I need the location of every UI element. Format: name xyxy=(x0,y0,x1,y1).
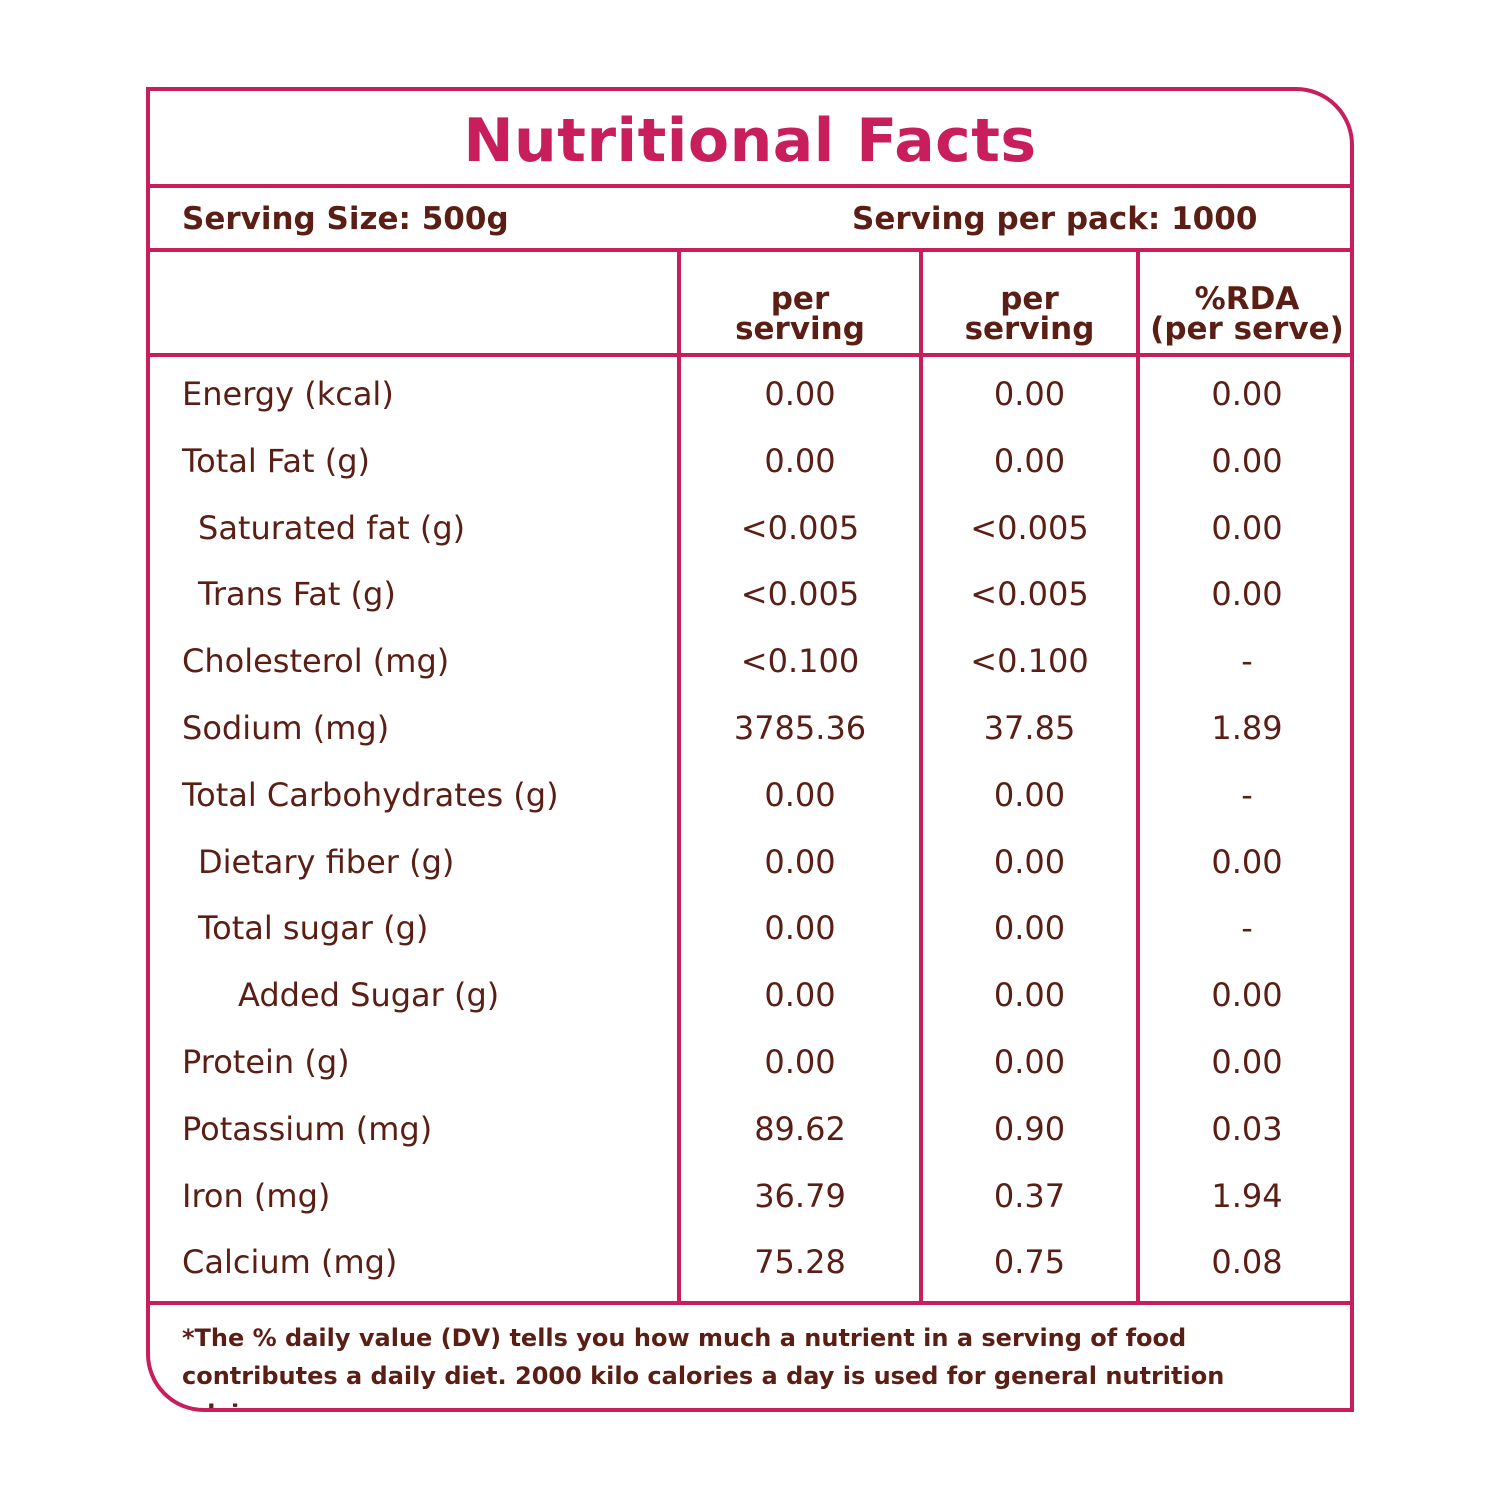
nutrient-value: 0.00 xyxy=(1211,976,1283,1015)
divider xyxy=(150,184,1350,188)
nutrient-value: 1.89 xyxy=(1211,709,1283,747)
nutrient-value: 75.28 xyxy=(754,1243,846,1282)
nutrient-value: 0.37 xyxy=(993,1176,1066,1215)
table-row: Energy (kcal) 0.00 0.00 0.00 xyxy=(150,361,1350,427)
page-title: Nutritional Facts xyxy=(463,106,1037,176)
table-row: Total Carbohydrates (g) 0.00 0.00 - xyxy=(150,762,1350,828)
column-divider xyxy=(919,252,923,1301)
nutrient-value: 0.00 xyxy=(764,976,836,1015)
nutrient-value: 0.00 xyxy=(1211,375,1283,413)
footnote: *The % daily value (DV) tells you how mu… xyxy=(182,1324,1225,1408)
nutrient-value: 0.00 xyxy=(993,441,1066,480)
column-header-per-serving: per serving xyxy=(681,274,919,354)
table-row: Protein (g) 0.00 0.00 0.00 xyxy=(150,1029,1350,1095)
nutrient-label: Protein (g) xyxy=(182,1043,350,1081)
nutrient-label: Dietary fiber (g) xyxy=(198,842,455,881)
nutrient-value: 0.00 xyxy=(764,775,836,814)
nutrient-label: Cholesterol (mg) xyxy=(182,642,450,681)
nutrient-value: <0.005 xyxy=(740,575,860,614)
table-row: Calcium (mg) 75.28 0.75 0.08 xyxy=(150,1229,1350,1295)
nutrient-value: 0.03 xyxy=(1211,1109,1283,1148)
nutrient-value: <0.100 xyxy=(740,642,860,681)
table-row: Total sugar (g) 0.00 0.00 - xyxy=(150,895,1350,961)
nutrient-value: 0.00 xyxy=(764,1043,836,1081)
nutrition-facts-panel: Nutritional Facts Serving Size: 500g Ser… xyxy=(146,87,1354,1412)
nutrient-value: 0.00 xyxy=(1211,441,1283,480)
nutrient-value: 0.00 xyxy=(764,909,836,948)
nutrient-value: 1.94 xyxy=(1211,1176,1283,1215)
nutrient-value: - xyxy=(1241,642,1253,681)
nutrient-label: Sodium (mg) xyxy=(182,709,390,747)
nutrient-value: - xyxy=(1241,909,1253,948)
nutrient-value: <0.005 xyxy=(970,575,1089,614)
nutrient-value: 0.00 xyxy=(1211,1043,1283,1081)
nutrient-value: - xyxy=(1241,775,1253,814)
nutrient-label: Iron (mg) xyxy=(182,1176,331,1215)
divider xyxy=(150,248,1350,252)
nutrient-value: 0.00 xyxy=(993,1043,1066,1081)
column-header-per-serving-2: per serving xyxy=(923,274,1136,354)
nutrient-value: 37.85 xyxy=(983,709,1076,747)
nutrient-value: 0.00 xyxy=(993,842,1066,881)
column-header-line: per xyxy=(1000,281,1059,317)
column-header-line: serving xyxy=(735,311,865,347)
column-header-line: serving xyxy=(964,311,1095,347)
nutrient-label: Total sugar (g) xyxy=(198,909,429,948)
nutrient-value: <0.005 xyxy=(740,508,860,547)
serving-size: Serving Size: 500g xyxy=(182,201,509,237)
table-row: Dietary fiber (g) 0.00 0.00 0.00 xyxy=(150,829,1350,895)
nutrient-label: Saturated fat (g) xyxy=(198,508,466,547)
nutrient-value: <0.005 xyxy=(970,508,1089,547)
table-row: Sodium (mg) 3785.36 37.85 1.89 xyxy=(150,695,1350,761)
column-header-line: %RDA xyxy=(1194,281,1300,317)
table-row: Added Sugar (g) 0.00 0.00 0.00 xyxy=(150,962,1350,1028)
nutrient-value: 0.75 xyxy=(993,1243,1066,1282)
nutrient-value: 89.62 xyxy=(754,1109,846,1148)
divider xyxy=(150,1301,1350,1305)
nutrient-value: 0.00 xyxy=(1211,842,1283,881)
table-row: Trans Fat (g) <0.005 <0.005 0.00 xyxy=(150,561,1350,627)
nutrient-value: 0.08 xyxy=(1211,1243,1283,1282)
table-row: Cholesterol (mg) <0.100 <0.100 - xyxy=(150,628,1350,694)
nutrient-value: 0.00 xyxy=(1211,508,1283,547)
table-row: Total Fat (g) 0.00 0.00 0.00 xyxy=(150,428,1350,494)
nutrient-value: 0.00 xyxy=(764,375,836,413)
nutrient-label: Calcium (mg) xyxy=(182,1243,398,1282)
nutrient-label: Added Sugar (g) xyxy=(238,976,500,1015)
column-header-line: per xyxy=(770,281,830,317)
nutrient-label: Potassium (mg) xyxy=(182,1109,433,1148)
nutrient-value: 0.00 xyxy=(993,775,1066,814)
column-header-line: (per serve) xyxy=(1150,311,1344,347)
table-row: Saturated fat (g) <0.005 <0.005 0.00 xyxy=(150,495,1350,561)
nutrient-label: Total Fat (g) xyxy=(182,441,370,480)
serving-per-pack: Serving per pack: 1000 xyxy=(852,201,1258,237)
column-divider xyxy=(1136,252,1140,1301)
nutrient-value: 0.00 xyxy=(993,909,1066,948)
nutrient-value: 0.00 xyxy=(764,441,836,480)
nutrient-label: Total Carbohydrates (g) xyxy=(182,775,559,814)
nutrient-value: 0.00 xyxy=(993,375,1066,413)
divider xyxy=(150,353,1350,357)
nutrient-value: 36.79 xyxy=(754,1176,846,1215)
table-row: Potassium (mg) 89.62 0.90 0.03 xyxy=(150,1096,1350,1162)
column-header-rda: %RDA (per serve) xyxy=(1140,274,1350,354)
column-divider xyxy=(677,252,681,1301)
table-row: Iron (mg) 36.79 0.37 1.94 xyxy=(150,1163,1350,1229)
nutrient-value: 3785.36 xyxy=(733,709,867,747)
nutrient-value: 0.00 xyxy=(764,842,836,881)
nutrient-label: Trans Fat (g) xyxy=(198,575,396,614)
nutrient-value: 0.00 xyxy=(993,976,1066,1015)
nutrient-value: 0.90 xyxy=(993,1109,1066,1148)
nutrient-value: 0.00 xyxy=(1211,575,1283,614)
nutrient-label: Energy (kcal) xyxy=(182,375,394,413)
nutrient-value: <0.100 xyxy=(970,642,1089,681)
